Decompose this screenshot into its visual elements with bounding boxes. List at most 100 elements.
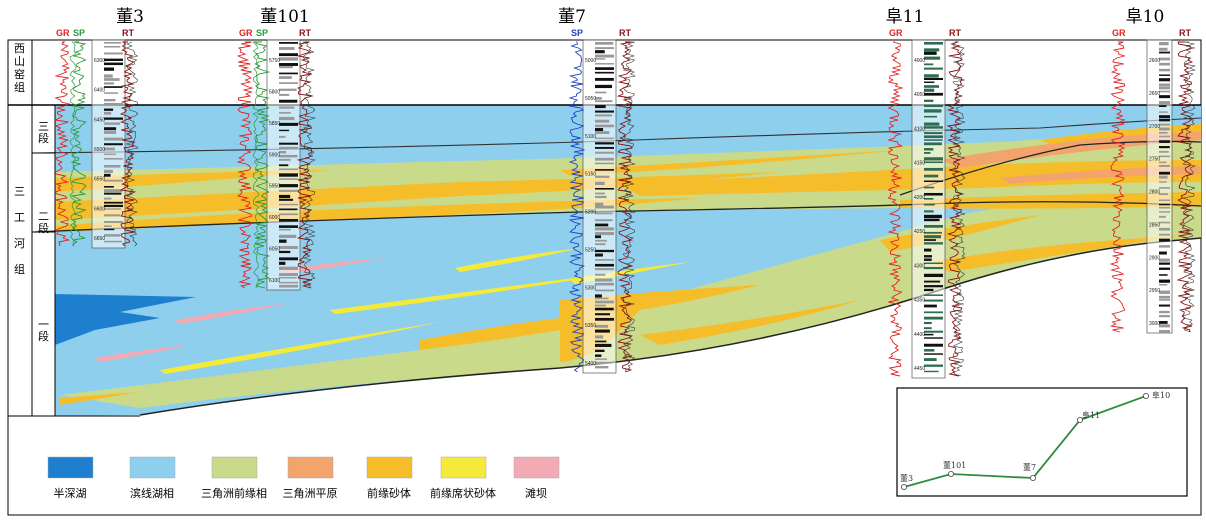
legend-item-4: 三角洲平原	[283, 456, 338, 500]
member2-front-sand-d	[620, 160, 1201, 196]
lithology-bed	[595, 235, 602, 239]
lithology-bed	[1159, 290, 1170, 294]
lithology-bed	[104, 228, 115, 231]
lithology-bed	[595, 324, 608, 328]
lithology-bed	[104, 111, 112, 115]
depth-label: 5300	[585, 285, 596, 291]
lithology-bed	[279, 234, 297, 238]
sheet-sand-1	[160, 322, 440, 374]
lithology-bed	[1159, 215, 1166, 218]
lithology-bed	[595, 289, 614, 292]
depth-label: 2850	[1149, 222, 1160, 228]
log-curve-rt	[616, 41, 634, 373]
depth-label: 6300	[94, 58, 105, 64]
member3-base-line	[34, 117, 1202, 154]
front-sand-base-left	[60, 392, 140, 405]
lithology-bed	[1159, 135, 1170, 138]
lithology-bed	[279, 99, 298, 103]
formation-label-xishanyao-char: 窑	[14, 67, 25, 81]
depth-label: 5150	[585, 172, 596, 178]
lithology-bed	[104, 67, 115, 71]
lithology-bed	[279, 154, 298, 158]
lithology-bed	[595, 361, 613, 364]
log-curve-gr	[53, 41, 71, 247]
legend-label: 滩坝	[525, 486, 547, 500]
lithology-bed	[104, 102, 123, 106]
lithology-bed	[924, 285, 943, 288]
lithology-bed	[924, 161, 943, 164]
lithology-bed	[924, 210, 934, 213]
lithology-bed	[104, 189, 123, 193]
lithology-bed	[279, 158, 291, 161]
lithology-bed	[595, 329, 610, 333]
lithology-bed	[279, 168, 298, 171]
log-curve-rt	[296, 41, 313, 289]
formation-label-sangonghe-char: 三	[14, 185, 25, 198]
lithology-bed	[595, 192, 605, 195]
lithology-bed	[924, 104, 943, 108]
log-curve-sp-trace	[252, 41, 260, 289]
lithology-bed	[595, 253, 603, 257]
log-curve-rt-secondary	[622, 41, 636, 373]
log-curve-sp-trace	[69, 41, 77, 247]
lithology-bed	[279, 150, 287, 154]
lithology-bed	[104, 86, 123, 88]
lithology-bed	[1159, 324, 1170, 328]
lithology-bed	[595, 263, 614, 267]
lithology-bed	[595, 162, 614, 165]
depth-label: 5000	[585, 58, 596, 64]
lithology-bed	[1159, 267, 1170, 270]
lithology-bed	[924, 81, 935, 83]
lithology-bed	[104, 78, 120, 81]
lithology-bed	[595, 294, 602, 298]
lithology-bed	[595, 97, 602, 100]
well-location-point	[1143, 392, 1150, 399]
lithology-bed	[595, 195, 607, 199]
lithology-bed	[595, 142, 614, 145]
lithology-bed	[1159, 127, 1170, 131]
lithology-bed	[924, 288, 934, 292]
log-curve-gr	[887, 41, 904, 377]
lithology-bed	[1159, 274, 1168, 276]
lithology-bed	[1159, 62, 1170, 66]
lithology-bed	[595, 205, 614, 209]
lithology-bed	[595, 249, 614, 253]
formation-label-sangonghe-char: 工	[14, 211, 25, 224]
legend-label: 三角洲前缘相	[201, 486, 267, 500]
depth-label: 5200	[585, 210, 596, 216]
legend-item-7: 滩坝	[513, 456, 560, 500]
lithology-bed	[279, 47, 295, 50]
lithology-bed	[924, 231, 942, 234]
lithology-bed	[279, 72, 298, 75]
lithology-bed	[1159, 187, 1170, 189]
lithology-bed	[1159, 155, 1170, 158]
lithology-bed	[1159, 206, 1170, 209]
member-label-1-char: 一	[38, 318, 49, 331]
lithology-bed	[279, 111, 291, 114]
lithology-bed	[1159, 321, 1168, 324]
lithology-bed	[1159, 115, 1170, 119]
lithology-bed	[595, 110, 614, 113]
depth-label: 5750	[269, 58, 280, 64]
depth-label: 5800	[269, 89, 280, 95]
well-2: 董101 5750 5800 5850 5900 5950 6000 6050 6100 GR SP…	[236, 7, 317, 291]
lithology-bed	[1159, 299, 1170, 301]
lithology-bed	[104, 108, 114, 111]
lithology-bed	[924, 115, 938, 118]
well-name: 董7	[558, 7, 586, 27]
legend-label: 前缘砂体	[367, 486, 411, 500]
depth-label: 2600	[1149, 58, 1160, 64]
legend-swatch	[366, 456, 413, 479]
member-label-3: 三段	[38, 120, 49, 145]
lithology-bed	[595, 349, 605, 353]
lithology-bed	[595, 42, 614, 45]
depth-label: 4150	[914, 161, 925, 167]
curve-label-rt: RT	[122, 28, 134, 38]
lithology-bed	[104, 82, 114, 85]
lithology-bed	[924, 304, 937, 308]
lithology-bed	[924, 126, 943, 129]
depth-label: 5100	[585, 134, 596, 140]
